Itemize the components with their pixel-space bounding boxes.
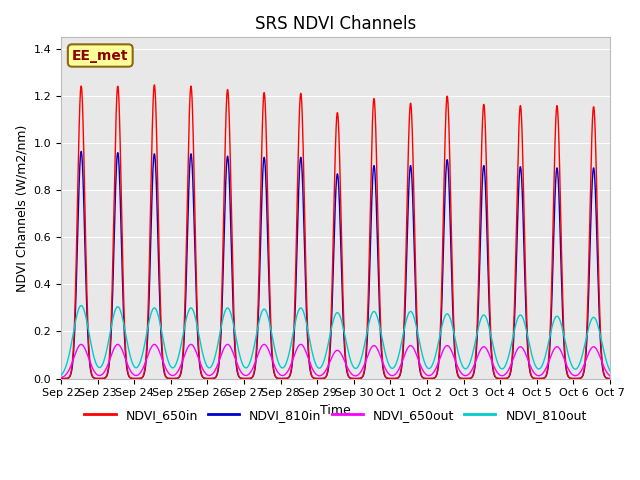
NDVI_810in [169, 376, 177, 382]
NDVI_810out [169, 365, 177, 371]
NDVI_810in [412, 283, 419, 289]
NDVI_810out [263, 309, 271, 315]
Line: NDVI_650in: NDVI_650in [61, 85, 610, 379]
NDVI_650in [412, 256, 419, 262]
NDVI_650out [175, 367, 182, 373]
NDVI_810out [175, 353, 182, 359]
NDVI_810in [57, 376, 65, 382]
NDVI_810out [77, 303, 85, 309]
NDVI_650in [175, 375, 182, 381]
X-axis label: Time: Time [320, 404, 351, 417]
NDVI_810in [77, 149, 85, 155]
NDVI_650out [606, 373, 614, 379]
NDVI_810in [606, 376, 614, 382]
NDVI_650out [490, 362, 497, 368]
Text: EE_met: EE_met [72, 48, 129, 62]
NDVI_650out [412, 349, 419, 355]
NDVI_810out [604, 364, 612, 370]
NDVI_650in [490, 366, 497, 372]
NDVI_810in [490, 368, 497, 374]
NDVI_650out [57, 375, 65, 381]
NDVI_650out [263, 343, 271, 349]
NDVI_810in [175, 375, 182, 381]
NDVI_650out [169, 372, 177, 378]
NDVI_810out [490, 344, 497, 349]
NDVI_810out [412, 319, 419, 325]
Line: NDVI_810in: NDVI_810in [61, 152, 610, 379]
NDVI_650in [169, 376, 177, 382]
Legend: NDVI_650in, NDVI_810in, NDVI_650out, NDVI_810out: NDVI_650in, NDVI_810in, NDVI_650out, NDV… [79, 404, 592, 427]
NDVI_810out [57, 372, 65, 378]
NDVI_810in [263, 199, 271, 204]
NDVI_650in [150, 82, 158, 88]
NDVI_650in [604, 375, 612, 381]
Line: NDVI_650out: NDVI_650out [61, 344, 610, 378]
NDVI_650in [57, 376, 65, 382]
NDVI_650in [263, 147, 271, 153]
NDVI_810out [606, 368, 614, 374]
NDVI_650out [604, 371, 612, 377]
Y-axis label: NDVI Channels (W/m2/nm): NDVI Channels (W/m2/nm) [15, 124, 28, 292]
NDVI_650out [114, 341, 122, 347]
Title: SRS NDVI Channels: SRS NDVI Channels [255, 15, 416, 33]
NDVI_810in [604, 375, 612, 381]
Line: NDVI_810out: NDVI_810out [61, 306, 610, 375]
NDVI_650in [606, 376, 614, 382]
